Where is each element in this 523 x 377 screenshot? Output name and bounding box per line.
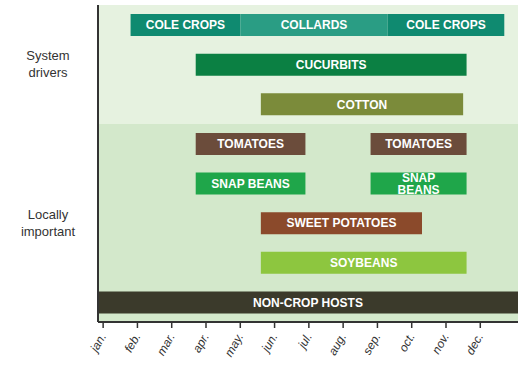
svg-text:TOMATOES: TOMATOES	[385, 137, 452, 151]
svg-text:jul.: jul.	[294, 331, 315, 353]
svg-text:SNAP BEANS: SNAP BEANS	[211, 177, 289, 191]
svg-text:CUCURBITS: CUCURBITS	[296, 58, 367, 72]
svg-text:mar.: mar.	[154, 331, 178, 358]
svg-text:COLE CROPS: COLE CROPS	[406, 18, 485, 32]
svg-text:dec.: dec.	[463, 331, 486, 358]
svg-text:NON-CROP HOSTS: NON-CROP HOSTS	[253, 296, 363, 310]
svg-text:COLE CROPS: COLE CROPS	[146, 18, 225, 32]
svg-text:TOMATOES: TOMATOES	[217, 137, 284, 151]
svg-text:oct.: oct.	[396, 331, 418, 355]
svg-text:SNAPBEANS: SNAPBEANS	[398, 171, 440, 197]
svg-text:nov.: nov.	[429, 331, 452, 357]
svg-text:sep.: sep.	[360, 331, 383, 358]
svg-text:jun.: jun.	[258, 331, 281, 356]
svg-text:may.: may.	[222, 331, 247, 360]
svg-text:jan.: jan.	[86, 331, 109, 356]
svg-text:COLLARDS: COLLARDS	[281, 18, 348, 32]
svg-text:SOYBEANS: SOYBEANS	[330, 256, 397, 270]
svg-text:apr.: apr.	[190, 331, 212, 356]
svg-text:feb.: feb.	[121, 331, 143, 355]
svg-text:SWEET POTATOES: SWEET POTATOES	[286, 216, 396, 230]
svg-text:COTTON: COTTON	[337, 98, 387, 112]
html-text:System drivers: System drivers	[26, 48, 70, 81]
svg-text:aug.: aug.	[325, 331, 349, 358]
html-text:Locally important: Locally important	[20, 206, 76, 239]
